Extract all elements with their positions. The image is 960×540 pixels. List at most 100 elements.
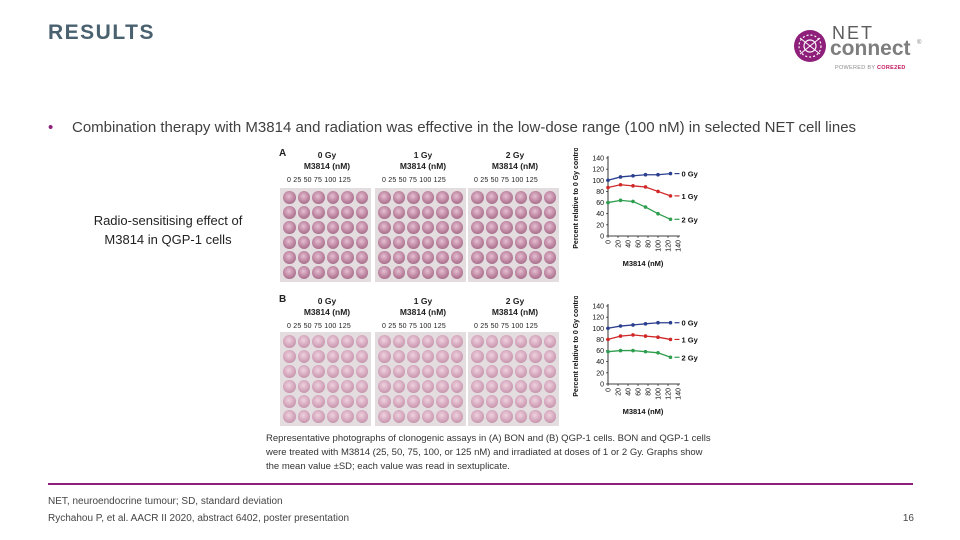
- well: [485, 365, 498, 378]
- well: [341, 191, 354, 204]
- well: [407, 191, 420, 204]
- well: [514, 350, 527, 363]
- well: [392, 365, 405, 378]
- well: [485, 191, 498, 204]
- well: [450, 236, 463, 249]
- panel-a-dose-0gy: 0 Gy M3814 (nM): [280, 150, 374, 172]
- well: [421, 350, 434, 363]
- well: [392, 350, 405, 363]
- well: [312, 395, 325, 408]
- data-point: [631, 174, 635, 178]
- well: [283, 350, 296, 363]
- footer-divider: [48, 483, 913, 485]
- y-tick-label: 100: [592, 178, 604, 185]
- x-tick-label: 100: [656, 388, 663, 400]
- well: [514, 236, 527, 249]
- drug-label: M3814 (nM): [491, 307, 539, 317]
- well: [500, 266, 513, 279]
- well: [326, 350, 339, 363]
- well: [326, 335, 339, 348]
- well: [378, 380, 391, 393]
- well: [421, 395, 434, 408]
- x-tick-label: 140: [676, 388, 683, 400]
- well: [529, 266, 542, 279]
- well: [378, 410, 391, 423]
- well: [355, 395, 368, 408]
- panel-a-concs-2gy: 0 25 50 75 100 125: [474, 177, 538, 184]
- well: [378, 395, 391, 408]
- well: [543, 395, 556, 408]
- well: [436, 350, 449, 363]
- data-point: [618, 324, 623, 328]
- y-tick-label: 20: [596, 222, 604, 229]
- bullet-dot-icon: •: [48, 119, 54, 136]
- panel-b-dose-2gy: 2 Gy M3814 (nM): [468, 296, 562, 318]
- well: [297, 206, 310, 219]
- well: [543, 266, 556, 279]
- data-point: [618, 198, 623, 203]
- x-tick-label: 100: [656, 240, 663, 252]
- well: [355, 221, 368, 234]
- data-point: [656, 172, 660, 177]
- well: [407, 236, 420, 249]
- panel-caption: Radio-sensitising effect of M3814 in QGP…: [60, 211, 276, 249]
- well: [450, 335, 463, 348]
- well: [392, 380, 405, 393]
- data-point: [631, 184, 635, 188]
- well: [341, 266, 354, 279]
- logo-powered-by: POWERED BY CORE2ED: [835, 65, 906, 71]
- well: [500, 395, 513, 408]
- well: [485, 410, 498, 423]
- well: [407, 380, 420, 393]
- y-tick-label: 40: [596, 359, 604, 366]
- well: [392, 266, 405, 279]
- panel-a-label: A: [279, 148, 287, 159]
- well: [529, 191, 542, 204]
- data-point: [606, 185, 610, 190]
- well: [341, 206, 354, 219]
- well: [341, 221, 354, 234]
- x-tick-label: 20: [616, 388, 623, 396]
- data-point: [656, 189, 660, 194]
- well: [471, 206, 484, 219]
- series-line: [607, 184, 671, 197]
- well: [529, 251, 542, 264]
- well: [450, 191, 463, 204]
- well: [392, 221, 405, 234]
- x-tick-label: 40: [626, 240, 633, 248]
- well: [312, 365, 325, 378]
- panel-a-dose-2gy: 2 Gy M3814 (nM): [468, 150, 562, 172]
- x-tick-label: 120: [666, 388, 673, 400]
- well: [529, 395, 542, 408]
- well: [355, 365, 368, 378]
- data-point: [631, 348, 635, 353]
- clonogenic-figure: A 0 Gy M3814 (nM) 1 Gy M3814 (nM) 2 Gy M381…: [272, 146, 722, 426]
- logo-net-text: NET: [832, 23, 874, 43]
- well: [471, 350, 484, 363]
- well: [543, 335, 556, 348]
- data-point: [656, 320, 660, 325]
- data-point: [618, 348, 623, 353]
- well: [471, 410, 484, 423]
- y-tick-label: 40: [596, 211, 604, 218]
- well: [392, 395, 405, 408]
- well: [543, 236, 556, 249]
- series-line: [607, 349, 671, 358]
- well: [471, 266, 484, 279]
- well: [392, 410, 405, 423]
- well: [312, 206, 325, 219]
- x-axis-label: M3814 (nM): [623, 259, 664, 268]
- well: [500, 221, 513, 234]
- well: [421, 236, 434, 249]
- data-point: [643, 334, 648, 338]
- well: [421, 191, 434, 204]
- well: [283, 410, 296, 423]
- well: [471, 365, 484, 378]
- x-tick-label: 40: [626, 388, 633, 396]
- well: [436, 266, 449, 279]
- panel-b-concs-2gy: 0 25 50 75 100 125: [474, 323, 538, 330]
- data-point: [643, 322, 648, 326]
- series-line: [607, 199, 671, 220]
- logo-brand: CORE2ED: [877, 65, 906, 71]
- x-tick-label: 0: [606, 388, 613, 392]
